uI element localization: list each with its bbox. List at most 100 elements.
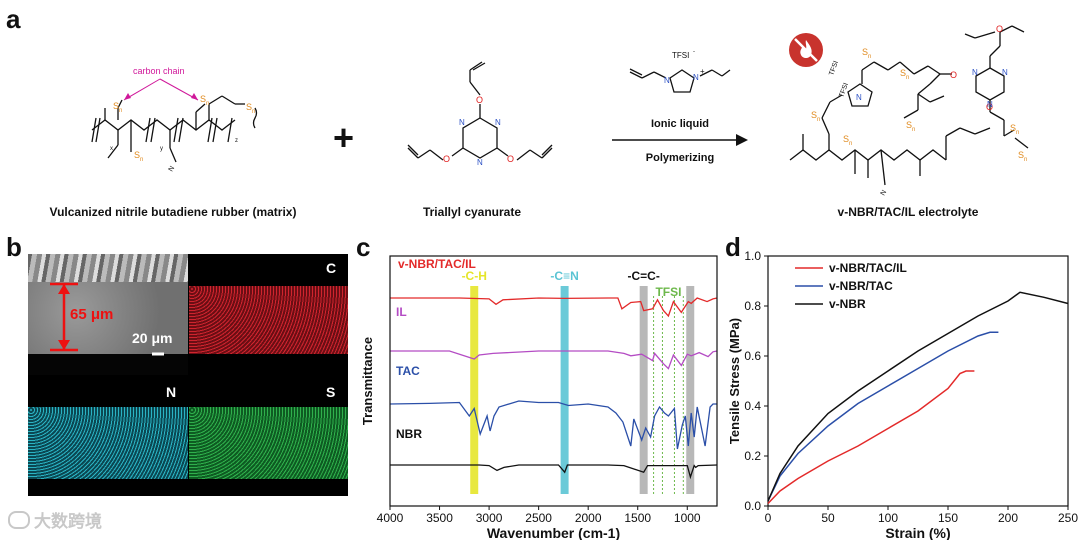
ss-series-line <box>767 370 975 505</box>
panel-label-c: c <box>356 232 371 262</box>
caption-matrix: Vulcanized nitrile butadiene rubber (mat… <box>50 205 297 219</box>
sulfur-subscript: n <box>817 117 820 123</box>
sem-eds-panel: 65 μm 20 μm C N S <box>28 254 348 496</box>
ftir-band <box>686 286 695 494</box>
sulfur-label: S <box>1018 150 1024 160</box>
ss-y-tick-label: 0.4 <box>744 399 761 413</box>
watermark: 大数跨境 <box>8 507 102 532</box>
y-subscript: y <box>160 146 163 152</box>
product-structure <box>789 25 1029 186</box>
eds-map-nitrogen <box>28 375 188 496</box>
reaction-arrow <box>612 134 748 146</box>
sulfur-label: S <box>134 150 140 160</box>
watermark-text: 大数跨境 <box>34 512 102 531</box>
reaction-scheme: S n S n S n S n N x y z carbon chain + O… <box>50 24 1029 219</box>
sulfur-label: S <box>113 101 119 111</box>
panel-label-d: d <box>725 232 741 262</box>
arrow-label-polymerizing: Polymerizing <box>646 152 714 164</box>
sulfur-subscript: n <box>1016 130 1019 136</box>
ftir-band <box>639 286 648 494</box>
arrow-label-ionic-liquid: Ionic liquid <box>651 118 709 130</box>
stress-strain-chart: 0 50 100 150 200 250 0.0 0.2 0.4 0.6 0.8 1.0 v-NBR/T… <box>727 249 1078 540</box>
ftir-x-tick-label: 2500 <box>525 511 552 525</box>
ss-x-tick-label: 200 <box>998 511 1018 525</box>
sulfur-subscript: n <box>1024 157 1027 163</box>
ionic-liquid-structure <box>629 68 731 93</box>
nitrile-label: N <box>880 189 889 197</box>
ftir-x-tick-label: 3000 <box>476 511 503 525</box>
ss-x-tick-label: 100 <box>878 511 898 525</box>
tfsi-label: TFSI <box>838 82 850 99</box>
ftir-x-tick-label: 4000 <box>377 511 404 525</box>
nitrogen-label: N <box>477 158 483 167</box>
oxygen-label: O <box>996 24 1003 34</box>
sulfur-label: S <box>1010 123 1016 133</box>
ftir-band-label: -C=C- <box>628 269 660 283</box>
oxygen-label: O <box>986 102 993 112</box>
sulfur-subscript: n <box>912 127 915 133</box>
ss-y-tick-label: 0.0 <box>744 499 761 513</box>
charge-minus: - <box>693 49 695 55</box>
ss-legend-label: v-NBR/TAC <box>829 279 893 293</box>
ss-x-tick-label: 150 <box>938 511 958 525</box>
sulfur-label: S <box>200 94 206 104</box>
tfsi-label: TFSI <box>672 51 689 60</box>
nitrogen-label: N <box>1002 68 1008 77</box>
ftir-band-label: -C-H <box>462 269 487 283</box>
ftir-x-axis-label: Wavenumber (cm-1) <box>487 525 620 540</box>
sulfur-label: S <box>246 102 252 112</box>
ftir-series-label: NBR <box>396 427 422 441</box>
thickness-label: 65 μm <box>70 306 114 323</box>
no-fire-badge <box>789 33 823 67</box>
plus-sign: + <box>333 117 354 158</box>
ss-x-axis-label: Strain (%) <box>885 525 950 540</box>
ss-y-axis-label: Tensile Stress (MPa) <box>727 318 742 444</box>
nitrogen-label: N <box>495 118 501 127</box>
ftir-series-label: TAC <box>396 364 420 378</box>
oxygen-label: O <box>507 154 514 164</box>
ss-y-tick-label: 0.2 <box>744 449 761 463</box>
ftir-x-tick-label: 1500 <box>624 511 651 525</box>
ftir-band <box>560 286 569 494</box>
ftir-plot-frame <box>389 255 718 507</box>
sulfur-subscript: n <box>849 141 852 147</box>
sulfur-subscript: n <box>119 108 122 114</box>
eds-map-carbon <box>189 254 348 375</box>
ftir-chart: -C-H -C≡N -C=C- TFSI v-NBR/TAC/IL IL TAC NBR 400… <box>360 255 718 540</box>
tfsi-label: TFSI <box>828 60 840 77</box>
eds-map-label-nitrogen: N <box>166 384 177 400</box>
caption-tac: Triallyl cyanurate <box>423 205 521 219</box>
tac-structure <box>407 61 553 161</box>
eds-map-sulfur <box>189 375 348 496</box>
ftir-x-tick-label: 3500 <box>426 511 453 525</box>
sulfur-subscript: n <box>206 101 209 107</box>
nitrile-label: N <box>168 165 177 173</box>
ftir-y-axis-label: Transmittance <box>360 337 375 425</box>
panel-label-a: a <box>6 4 21 34</box>
ftir-series-line <box>389 400 717 450</box>
sulfur-label: S <box>906 120 912 130</box>
nitrogen-label: N <box>987 100 993 109</box>
x-subscript: x <box>110 146 113 152</box>
ftir-series-line <box>390 297 718 318</box>
ss-series-line <box>767 291 1069 502</box>
nitrogen-label: N <box>856 93 862 102</box>
ftir-band <box>470 286 479 494</box>
sulfur-subscript: n <box>252 109 255 115</box>
carbon-chain-label: carbon chain <box>133 66 185 76</box>
sulfur-label: S <box>843 134 849 144</box>
thickness-marker <box>50 282 164 356</box>
ftir-x-tick-label: 1000 <box>674 511 701 525</box>
z-subscript: z <box>235 138 238 144</box>
ss-x-tick-label: 50 <box>821 511 835 525</box>
ftir-tfsi-label: TFSI <box>655 285 681 299</box>
nitrogen-plus-label: N <box>693 73 699 82</box>
ss-x-tick-label: 0 <box>765 511 772 525</box>
sulfur-label: S <box>811 110 817 120</box>
ftir-series-label: IL <box>396 305 407 319</box>
ss-legend-label: v-NBR <box>829 297 866 311</box>
ss-y-tick-label: 0.8 <box>744 299 761 313</box>
ftir-band-label: -C≡N <box>550 269 578 283</box>
oxygen-label: O <box>950 70 957 80</box>
ss-y-tick-label: 0.6 <box>744 349 761 363</box>
